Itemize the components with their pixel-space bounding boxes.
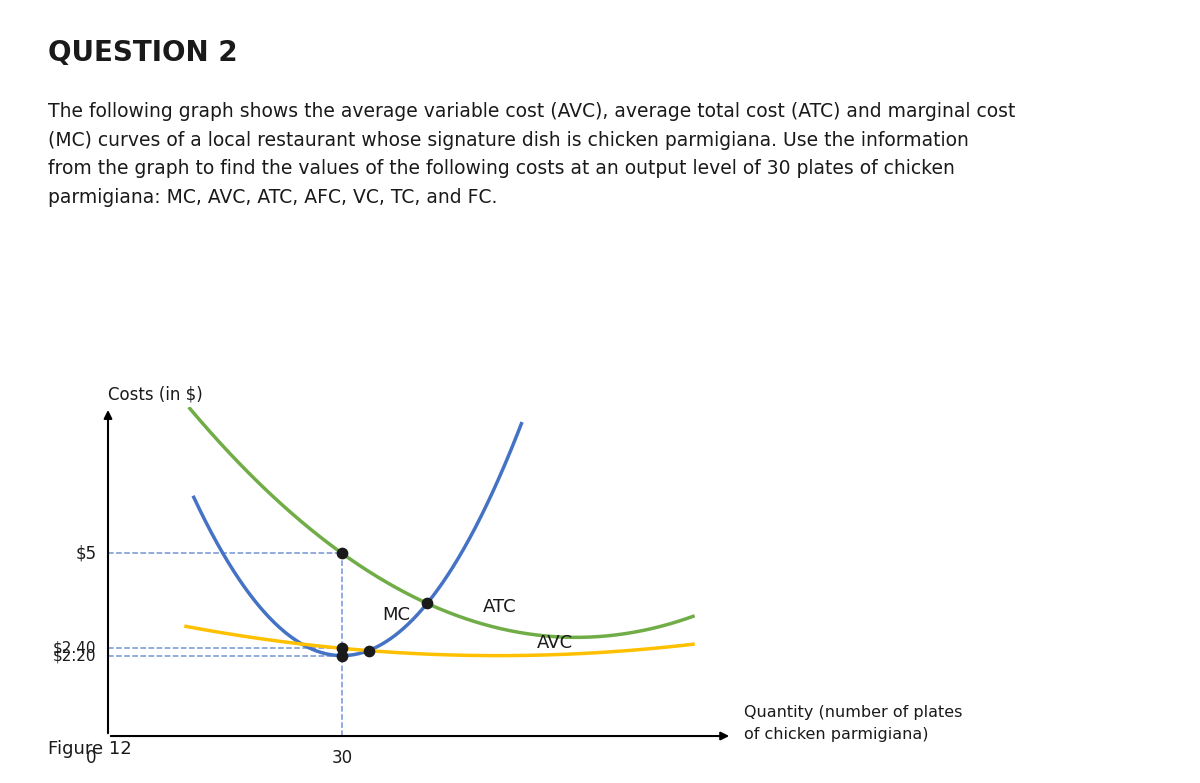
Text: $5: $5	[76, 544, 96, 562]
Point	[359, 644, 378, 657]
Text: 30: 30	[331, 749, 353, 767]
Text: $2.20: $2.20	[53, 648, 96, 663]
Text: $2.40: $2.40	[53, 640, 96, 656]
Point	[332, 649, 352, 662]
Text: of chicken parmigiana): of chicken parmigiana)	[744, 727, 929, 742]
Text: Costs (in $): Costs (in $)	[108, 386, 203, 404]
Text: ATC: ATC	[482, 598, 516, 616]
Text: Quantity (number of plates: Quantity (number of plates	[744, 705, 962, 720]
Text: QUESTION 2: QUESTION 2	[48, 39, 238, 67]
Text: The following graph shows the average variable cost (AVC), average total cost (A: The following graph shows the average va…	[48, 102, 1015, 207]
Point	[332, 642, 352, 655]
Text: Figure 12: Figure 12	[48, 740, 132, 758]
Point	[332, 547, 352, 560]
Text: AVC: AVC	[538, 633, 574, 651]
Text: MC: MC	[383, 606, 410, 624]
Point	[418, 597, 437, 610]
Text: 0: 0	[86, 749, 96, 767]
